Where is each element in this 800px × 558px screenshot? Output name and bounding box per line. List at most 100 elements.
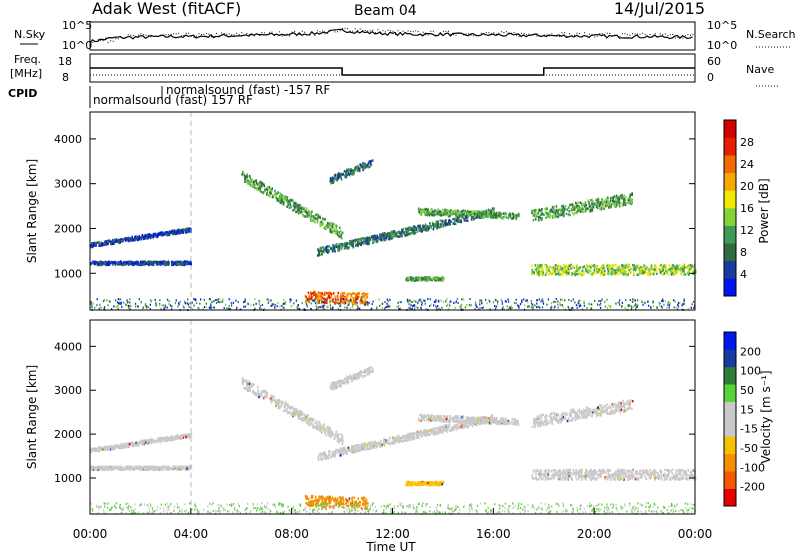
echo-point bbox=[557, 216, 559, 218]
echo-point bbox=[538, 267, 540, 269]
echo-point bbox=[436, 227, 438, 229]
echo-point bbox=[578, 267, 580, 269]
clutter-point bbox=[128, 305, 129, 307]
echo-point bbox=[271, 187, 273, 189]
clutter-point bbox=[315, 298, 316, 300]
echo-point bbox=[636, 274, 638, 276]
echo-point bbox=[440, 219, 442, 221]
echo-point bbox=[437, 209, 439, 211]
echo-point bbox=[158, 466, 160, 468]
echo-point bbox=[107, 240, 109, 242]
echo-point bbox=[431, 225, 433, 227]
clutter-point bbox=[560, 304, 561, 306]
echo-point bbox=[612, 200, 614, 202]
echo-point bbox=[328, 251, 330, 253]
echo-point bbox=[381, 234, 383, 236]
clutter-point bbox=[659, 305, 660, 307]
echo-point bbox=[543, 214, 545, 216]
echo-point bbox=[146, 235, 148, 237]
echo-point bbox=[578, 202, 580, 204]
echo-point bbox=[592, 204, 594, 206]
echo-point bbox=[261, 182, 263, 184]
echo-point bbox=[258, 183, 260, 185]
echo-point bbox=[631, 201, 633, 203]
echo-point bbox=[604, 270, 606, 272]
echo-point bbox=[118, 242, 120, 244]
echo-point bbox=[349, 293, 351, 295]
echo-point bbox=[643, 267, 645, 269]
echo-point bbox=[143, 261, 145, 263]
clutter-point bbox=[350, 299, 351, 301]
power-panel-frame bbox=[90, 112, 695, 310]
clutter-point bbox=[469, 298, 470, 300]
echo-point bbox=[377, 240, 379, 242]
echo-point bbox=[171, 438, 173, 440]
clutter-point bbox=[224, 307, 225, 309]
echo-point bbox=[331, 222, 333, 224]
echo-point bbox=[472, 214, 474, 216]
echo-point bbox=[352, 297, 354, 299]
echo-point bbox=[332, 299, 334, 301]
clutter-point bbox=[632, 301, 633, 303]
echo-point bbox=[622, 267, 624, 269]
clutter-point bbox=[647, 301, 648, 303]
clutter-point bbox=[127, 302, 128, 304]
echo-point bbox=[604, 273, 606, 275]
clutter-point bbox=[495, 306, 496, 308]
clutter-point bbox=[365, 304, 366, 306]
echo-point bbox=[372, 160, 374, 162]
echo-point bbox=[578, 270, 580, 272]
clutter-point bbox=[516, 299, 517, 301]
clutter-point bbox=[368, 302, 369, 304]
echo-point bbox=[603, 206, 605, 208]
echo-point bbox=[333, 292, 335, 294]
clutter-point bbox=[598, 300, 599, 302]
echo-point bbox=[159, 437, 161, 439]
echo-point bbox=[363, 242, 365, 244]
power-ylabel: Slant Range [km] bbox=[25, 159, 39, 263]
echo-point bbox=[320, 221, 322, 223]
echo-point bbox=[333, 180, 335, 182]
echo-point bbox=[596, 268, 598, 270]
echo-point bbox=[286, 196, 288, 198]
echo-point bbox=[393, 236, 395, 238]
clutter-point bbox=[597, 304, 598, 306]
clutter-point bbox=[326, 306, 327, 308]
echo-point bbox=[107, 466, 109, 468]
clutter-point bbox=[531, 306, 532, 308]
clutter-point bbox=[216, 302, 217, 304]
clutter-point bbox=[460, 305, 461, 307]
echo-point bbox=[441, 224, 443, 226]
echo-point bbox=[590, 266, 592, 268]
echo-point bbox=[427, 213, 429, 215]
clutter-point bbox=[254, 298, 255, 300]
clutter-point bbox=[384, 301, 385, 303]
echo-point bbox=[597, 271, 599, 273]
clutter-point bbox=[627, 305, 628, 307]
power-colorbar-swatch bbox=[724, 138, 736, 156]
clutter-point bbox=[346, 307, 347, 309]
ytick-label: 4000 bbox=[54, 133, 82, 146]
echo-point bbox=[426, 278, 428, 280]
power-colorbar-swatch bbox=[724, 120, 736, 138]
echo-point bbox=[601, 198, 603, 200]
echo-point bbox=[617, 267, 619, 269]
echo-point bbox=[358, 167, 360, 169]
echo-point bbox=[615, 204, 617, 206]
clutter-point bbox=[543, 303, 544, 305]
echo-point bbox=[586, 204, 588, 206]
clutter-point bbox=[637, 299, 638, 301]
echo-point bbox=[122, 239, 124, 241]
echo-point bbox=[622, 270, 624, 272]
echo-point bbox=[135, 239, 137, 241]
echo-point bbox=[503, 212, 505, 214]
echo-point bbox=[687, 267, 689, 269]
clutter-point bbox=[159, 304, 160, 306]
echo-point bbox=[591, 207, 593, 209]
power-colorbar-swatch bbox=[724, 208, 736, 226]
echo-point bbox=[113, 445, 115, 447]
echo-point bbox=[347, 242, 349, 244]
clutter-point bbox=[456, 301, 457, 303]
clutter-point bbox=[661, 300, 662, 302]
clutter-point bbox=[554, 306, 555, 308]
